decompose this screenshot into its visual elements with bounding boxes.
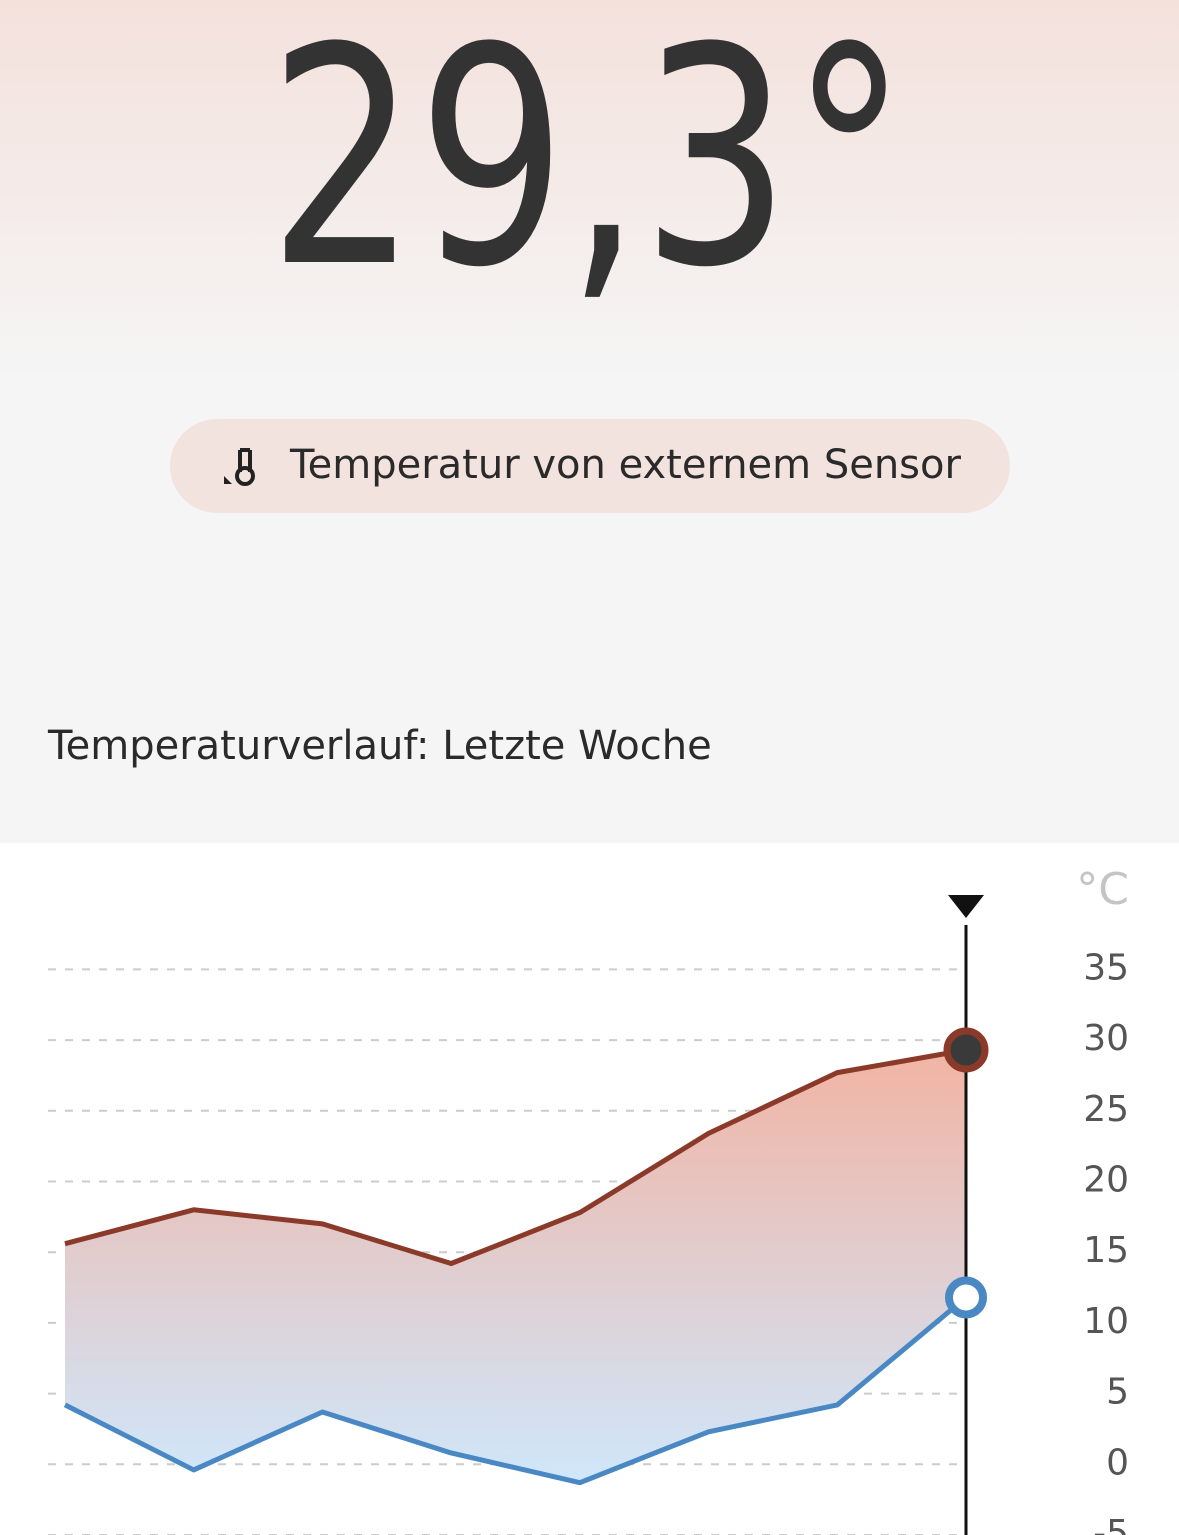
thermometer-icon (224, 448, 255, 486)
range-area (65, 1049, 966, 1483)
current-high-point (943, 1027, 989, 1073)
sensor-badge[interactable] (170, 419, 1010, 513)
y-tick-label: 35 (1083, 947, 1129, 988)
y-tick-label: 25 (1083, 1089, 1129, 1130)
y-tick-label: 10 (1083, 1301, 1129, 1342)
y-tick-label: -5 (1093, 1513, 1129, 1535)
current-marker-arrow (948, 895, 984, 918)
series-line (64, 1047, 967, 1267)
series-line (63, 1295, 968, 1486)
current-temperature: 29,3° (268, 0, 908, 333)
y-tick-label: 20 (1083, 1160, 1129, 1201)
y-tick-label: 15 (1083, 1230, 1129, 1271)
current-low-point (945, 1276, 987, 1319)
chart: -5 0 5 10 15 20 25 30 35 (48, 895, 1129, 1535)
y-tick-label: 5 (1106, 1372, 1129, 1413)
unit-label: °C (1076, 864, 1129, 915)
y-tick-label: 0 (1106, 1442, 1129, 1483)
badge-label: Temperatur von externem Sensor (289, 442, 961, 488)
y-tick-label: 30 (1083, 1018, 1129, 1059)
section-title: Temperaturverlauf: Letzte Woche (47, 723, 712, 769)
